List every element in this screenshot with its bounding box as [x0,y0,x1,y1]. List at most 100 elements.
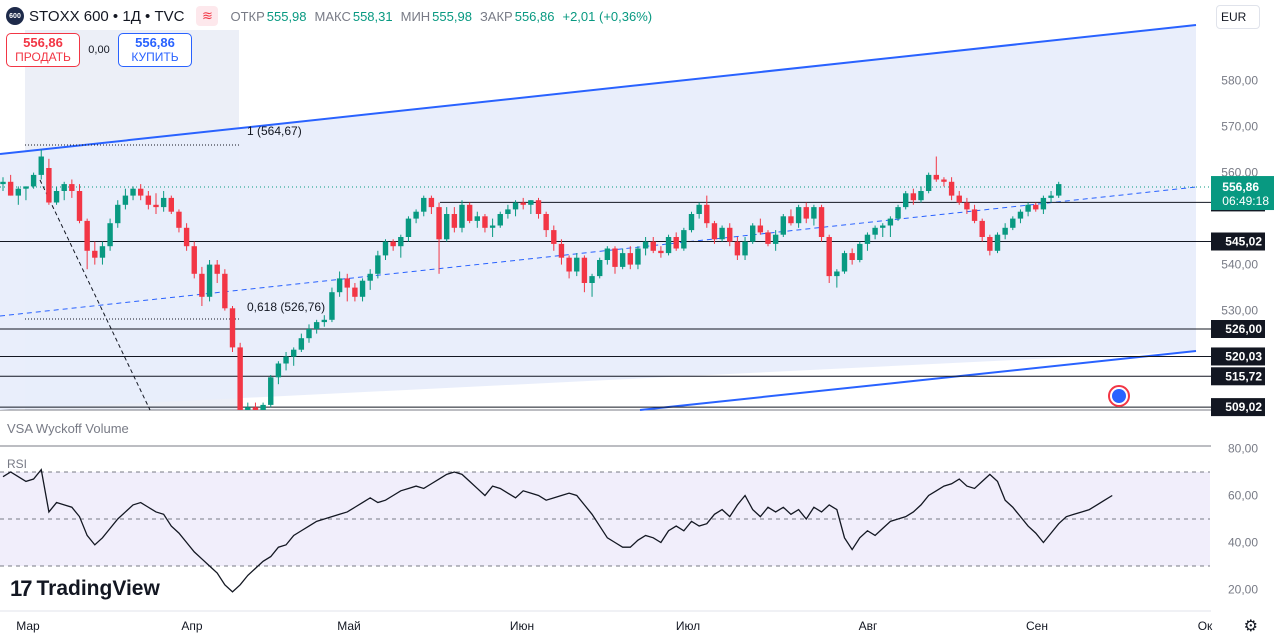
candle-body [987,237,993,251]
candle-body [933,174,939,180]
candle-body [895,207,901,219]
candle-body [1048,195,1054,198]
level-price-tag-bg [1211,347,1265,366]
candle-body [252,407,259,410]
symbol-title[interactable]: STOXX 600 • 1Д • TVC [29,7,185,25]
candle-body [1025,204,1031,212]
tradingview-mark-icon: 17 [10,576,33,601]
candle-body [76,191,83,221]
candle-body [191,246,197,274]
candle-body [658,250,664,254]
candle-body [382,241,389,256]
candle-body [229,308,236,348]
time-axis-tick: Сен [1026,619,1048,633]
low-value: 555,98 [432,8,472,24]
tradingview-wordmark: TradingView [36,577,160,600]
candle-body [336,278,343,293]
level-price-tag: 515,72 [1225,369,1262,383]
candle-body [321,319,327,323]
rsi-axis-tick: 40,00 [1228,536,1258,550]
candle-body [589,276,595,283]
candle-body [543,214,549,231]
sell-price: 556,86 [23,35,63,50]
level-price-tag-bg [1211,398,1265,417]
candle-body [145,195,152,205]
candle-body [619,253,626,267]
candle-body [130,188,136,196]
wave-icon[interactable]: ≋ [196,6,219,26]
tradingview-logo[interactable]: 17 TradingView [10,576,160,602]
level-price-tag: 526,00 [1225,322,1262,336]
candle-body [681,230,687,249]
candle-body [956,195,962,203]
channel-fill [0,25,1196,410]
volume-pane-label[interactable]: VSA Wyckoff Volume [7,421,129,436]
candle-body [597,260,603,277]
candle-body [69,184,75,191]
candle-body [604,248,611,260]
candle-body [811,207,817,219]
candle-body [635,248,641,265]
candle-body [421,197,427,212]
candle-body [15,188,21,196]
buy-button[interactable]: 556,86 КУПИТЬ [118,33,192,67]
gear-icon[interactable]: ⚙ [1243,618,1258,635]
candle-body [742,241,748,256]
sell-button[interactable]: 556,86 ПРОДАТЬ [6,33,80,67]
candle-body [665,237,672,254]
candle-body [696,204,702,214]
candle-body [497,214,503,226]
candle-body [413,211,419,219]
trend-dashed-line [39,179,151,411]
open-value: 555,98 [266,8,307,24]
candle-body [405,218,412,237]
candle-body [795,207,802,224]
price-axis-tick: 540,00 [1221,258,1258,272]
candle-body [168,197,174,212]
candle-body [489,225,496,228]
event-marker-icon[interactable] [1108,385,1130,407]
candle-body [925,174,932,191]
currency-select[interactable]: EUR [1216,5,1260,29]
candle-body [206,264,213,297]
chart-header: 600 STOXX 600 • 1Д • TVC ≋ ОТКР 555,98 МА… [0,0,1000,32]
candle-body [1033,204,1039,210]
candle-body [727,227,733,242]
candle-body [214,264,220,274]
candle-body [711,223,718,240]
horizontal-levels [0,186,1211,408]
candle-body [994,234,1001,251]
time-axis-tick: Июн [510,619,534,633]
candle-body [627,253,633,265]
candle-body [291,349,297,357]
candle-body [918,191,924,201]
candle-body [183,227,190,247]
candle-body [38,156,44,175]
candle-body [115,204,121,224]
candle-body [512,202,519,210]
candle-body [0,181,6,185]
rsi-pane-label[interactable]: RSI [7,457,28,471]
candle-body [903,193,909,208]
symbol-logo[interactable]: 600 [6,7,24,25]
candle-body [23,186,29,189]
rsi-axis-tick: 20,00 [1228,583,1258,597]
candle-body [772,234,779,244]
candlestick-series [0,149,1062,410]
fib-level-0618-label: 0,618 (526,76) [247,300,325,314]
rsi-axis-tick: 60,00 [1228,489,1258,503]
time-axis-tick: Май [337,619,361,633]
candle-body [551,230,557,244]
candle-body [375,255,381,274]
candle-body [344,278,350,288]
last-price-tag: 556,86 [1222,180,1259,194]
candle-body [237,347,243,410]
candle-body [818,207,825,237]
ohlc-values: ОТКР 555,98 МАКС 558,31 МИН 555,98 ЗАКР 556,… [230,9,652,24]
candle-body [535,200,542,214]
buy-price: 556,86 [135,35,175,50]
candle-body [719,227,725,240]
rsi-line [2,468,1113,593]
candle-body [245,407,251,410]
candle-body [390,241,396,247]
